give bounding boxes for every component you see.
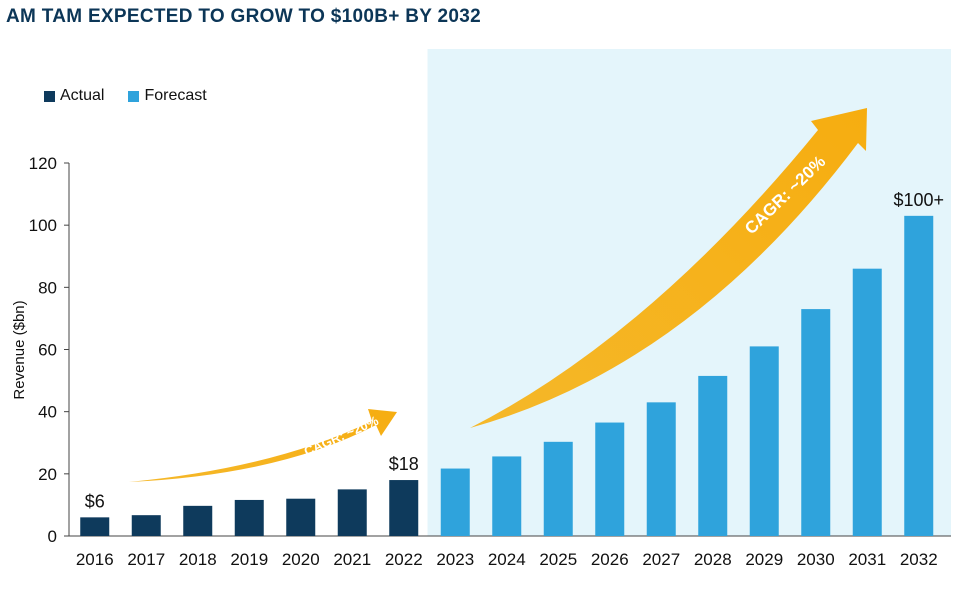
x-tick-label: 2016: [76, 550, 114, 569]
legend-label-forecast: Forecast: [144, 87, 207, 104]
bar-actual-2018: [183, 505, 213, 536]
x-tick-label: 2025: [539, 550, 577, 569]
x-tick-label: 2018: [179, 550, 217, 569]
legend-item-actual: Actual: [44, 87, 104, 105]
legend-swatch-forecast: [128, 90, 140, 102]
bar-forecast-2031: [852, 268, 882, 536]
bar-actual-2019: [234, 499, 264, 536]
y-tick-label: 40: [38, 403, 57, 422]
y-tick-label: 60: [38, 341, 57, 360]
legend-item-forecast: Forecast: [128, 87, 207, 105]
x-tick-label: 2019: [230, 550, 268, 569]
x-tick-label: 2026: [591, 550, 629, 569]
data-labels: $6 $18 $100+: [85, 190, 944, 512]
x-tick-label: 2022: [385, 550, 423, 569]
y-tick-label: 0: [48, 527, 57, 546]
legend-swatch-actual: [44, 90, 55, 102]
x-axis: 2016 2017 2018 2019 2020 2021 2022 2023 2024 2025…: [76, 550, 938, 569]
bar-forecast-2030: [801, 309, 831, 536]
data-label-2016: $6: [85, 491, 105, 511]
bar-forecast-2025: [543, 441, 573, 536]
x-tick-label: 2032: [900, 550, 938, 569]
x-tick-label: 2021: [333, 550, 371, 569]
bar-forecast-2023: [440, 468, 470, 536]
x-tick-label: 2030: [797, 550, 835, 569]
chart-title: AM TAM EXPECTED TO GROW TO $100B+ BY 203…: [6, 6, 481, 27]
cagr-label-actual: CAGR: ~20%: [302, 413, 381, 459]
bar-actual-2016: [80, 517, 110, 536]
y-tick-label: 120: [29, 154, 57, 173]
data-label-2022: $18: [389, 454, 419, 474]
x-tick-label: 2020: [282, 550, 320, 569]
bar-actual-2020: [286, 498, 316, 536]
x-tick-label: 2017: [127, 550, 165, 569]
bars: [80, 215, 934, 536]
data-label-2032: $100+: [893, 190, 944, 210]
bar-forecast-2029: [749, 346, 779, 536]
bar-forecast-2026: [595, 422, 625, 536]
x-tick-label: 2028: [694, 550, 732, 569]
y-axis-label: Revenue ($bn): [11, 300, 28, 399]
bar-forecast-2024: [492, 456, 522, 536]
bar-actual-2021: [337, 489, 367, 536]
bar-actual-2017: [131, 515, 161, 536]
bar-actual-2022: [389, 480, 419, 536]
x-tick-label: 2023: [436, 550, 474, 569]
x-tick-label: 2031: [848, 550, 886, 569]
cagr-arrow-forecast: [470, 108, 867, 428]
y-tick-label: 20: [38, 465, 57, 484]
bar-forecast-2032: [904, 215, 934, 536]
y-tick-label: 100: [29, 216, 57, 235]
legend-label-actual: Actual: [60, 87, 105, 104]
bar-forecast-2027: [646, 402, 676, 536]
bar-forecast-2028: [698, 375, 728, 536]
legend: Actual Forecast: [44, 87, 231, 105]
x-tick-label: 2024: [488, 550, 526, 569]
y-tick-label: 80: [38, 278, 57, 297]
x-tick-label: 2027: [642, 550, 680, 569]
x-tick-label: 2029: [745, 550, 783, 569]
